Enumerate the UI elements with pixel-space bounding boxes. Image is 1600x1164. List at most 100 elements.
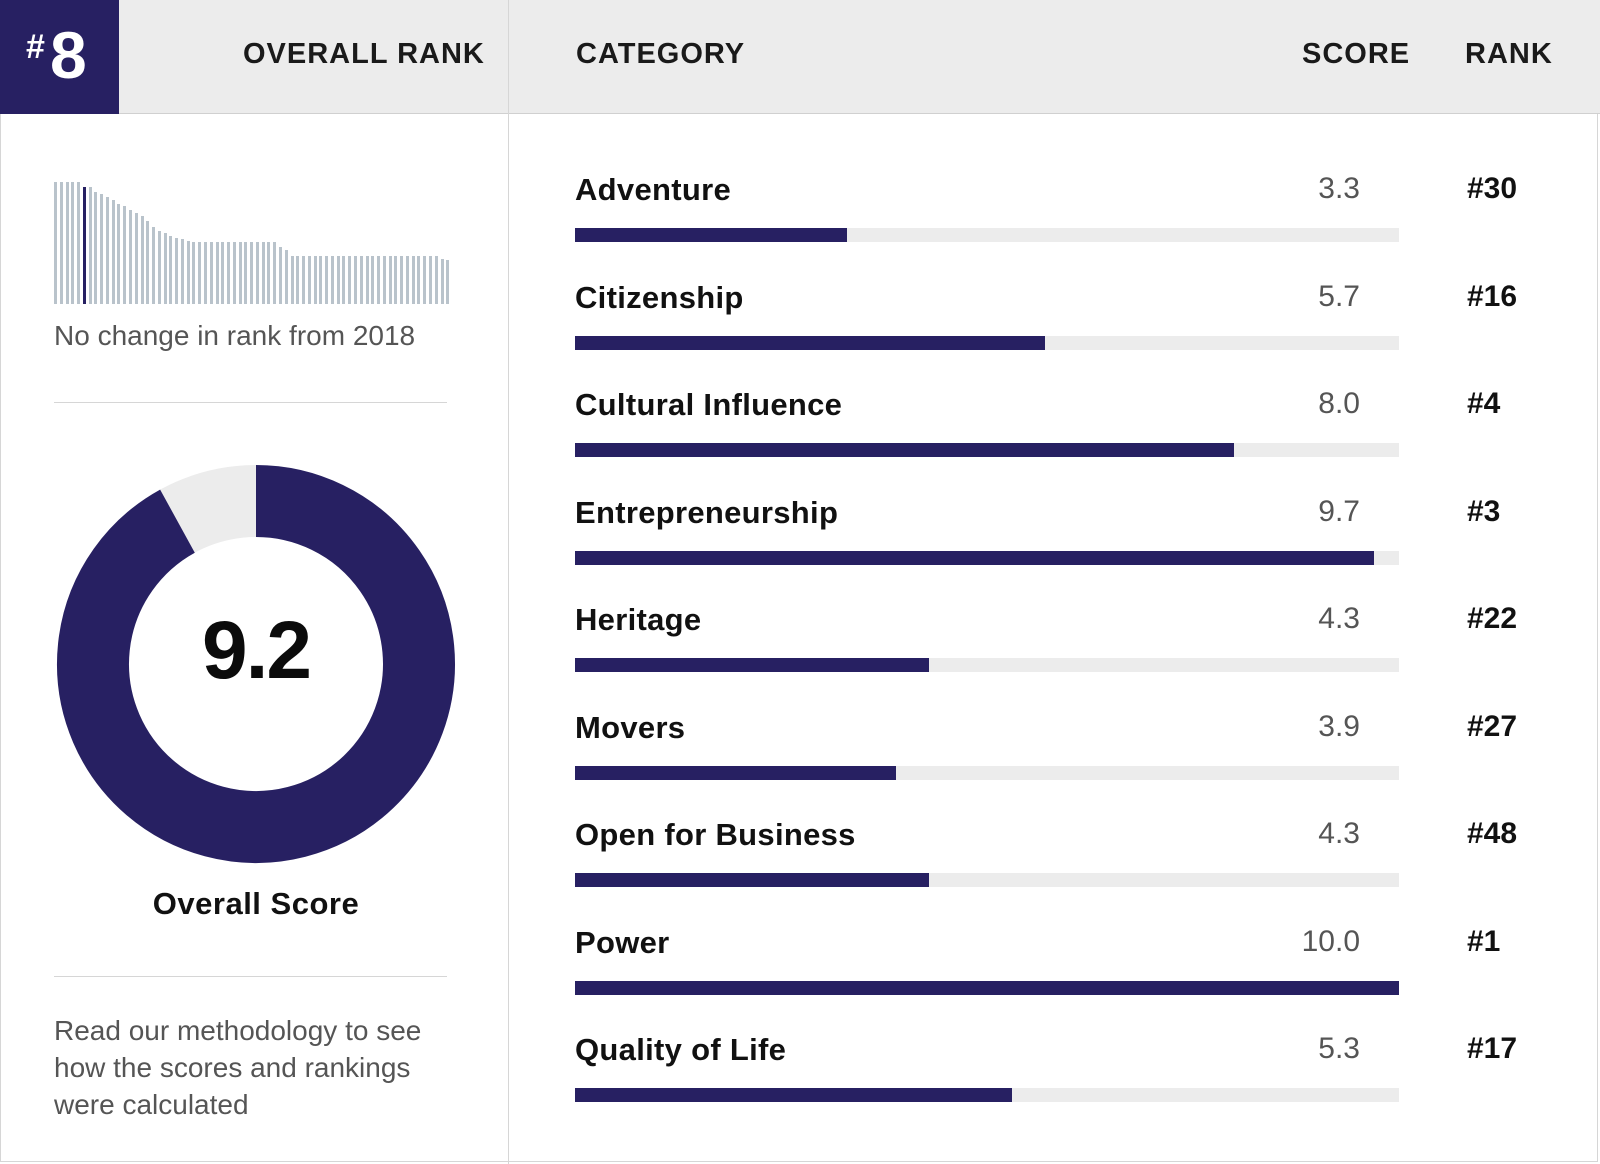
- category-score: 8.0: [1318, 387, 1360, 420]
- history-bar: [440, 258, 444, 304]
- history-bar: [175, 238, 179, 304]
- score-bar: [575, 443, 1235, 457]
- history-bar: [388, 256, 392, 304]
- history-bar: [111, 200, 115, 304]
- category-name: Entrepreneurship: [575, 494, 839, 530]
- history-bar: [59, 182, 63, 304]
- category-name: Quality of Life: [575, 1032, 787, 1067]
- overall-rank-number: 8: [50, 18, 87, 92]
- history-bar: [221, 241, 225, 304]
- hash-symbol: #: [26, 28, 45, 66]
- category-rank: #27: [1467, 709, 1518, 743]
- history-bar: [152, 227, 156, 304]
- history-bar: [123, 206, 127, 304]
- category-row: Adventure 3.3 #30: [575, 160, 1535, 268]
- history-bar: [192, 241, 196, 304]
- history-bar: [232, 241, 236, 304]
- category-name: Cultural Influence: [575, 387, 843, 422]
- score-bar-track: [575, 335, 1399, 350]
- history-bar: [140, 216, 144, 304]
- score-bar-track: [575, 658, 1399, 672]
- history-bar: [348, 256, 352, 304]
- history-bar: [204, 241, 207, 304]
- score-bar: [575, 228, 847, 242]
- donut-fill: [57, 465, 455, 863]
- history-bar: [302, 256, 305, 304]
- category-name: Heritage: [575, 602, 702, 637]
- history-bar: [129, 210, 132, 304]
- history-bar: [284, 250, 288, 304]
- score-bar-track: [575, 765, 1399, 780]
- score-bar-track: [575, 443, 1399, 457]
- history-bar: [290, 256, 294, 304]
- history-bar: [71, 182, 75, 304]
- category-rank: #1: [1467, 924, 1501, 958]
- history-bar: [325, 256, 329, 304]
- category-rank: #4: [1467, 387, 1501, 420]
- category-name: Adventure: [575, 172, 732, 207]
- history-bar: [400, 256, 404, 304]
- history-bar: [434, 256, 438, 304]
- history-bar: [371, 256, 375, 304]
- history-bar: [105, 196, 109, 304]
- history-bar: [65, 182, 69, 304]
- category-rank: #3: [1467, 494, 1501, 528]
- history-bar: [261, 241, 265, 304]
- history-bar: [186, 240, 190, 304]
- category-name: Citizenship: [575, 279, 744, 315]
- category-score: 9.7: [1318, 494, 1360, 528]
- history-bar: [169, 235, 173, 304]
- category-row: Entrepreneurship 9.7 #3: [575, 483, 1535, 591]
- overall-score-value: 9.2: [202, 605, 312, 696]
- history-bar: [394, 256, 398, 304]
- category-row: Quality of Life 5.3 #17: [575, 1020, 1535, 1128]
- history-bar-current: [82, 186, 86, 304]
- score-heading: SCORE: [1302, 38, 1411, 70]
- history-bar: [296, 256, 300, 304]
- history-bar: [100, 194, 104, 304]
- overall-score-donut: [57, 465, 455, 863]
- history-bar: [423, 256, 427, 304]
- category-name: Movers: [575, 709, 686, 745]
- history-bar: [215, 241, 219, 304]
- divider: [54, 976, 447, 977]
- score-bar-track: [575, 980, 1399, 995]
- history-bar: [330, 256, 334, 304]
- category-rank: #16: [1467, 279, 1518, 313]
- score-bar-track: [575, 1088, 1399, 1102]
- overall-rank-heading: OVERALL RANK: [243, 38, 485, 70]
- column-divider: [508, 0, 509, 1164]
- score-bar: [575, 1088, 1012, 1102]
- score-bar-track: [575, 228, 1399, 242]
- history-bar: [117, 204, 121, 304]
- score-bar: [575, 980, 1399, 995]
- history-bar: [279, 246, 282, 304]
- category-name: Power: [575, 924, 670, 960]
- overall-score-label: Overall Score: [152, 886, 360, 921]
- history-bar: [244, 241, 248, 304]
- category-score: 3.9: [1318, 709, 1360, 743]
- history-bar: [273, 241, 277, 304]
- score-bar: [575, 550, 1375, 565]
- category-score: 4.3: [1318, 817, 1360, 850]
- history-bar: [411, 256, 415, 304]
- history-bar: [405, 256, 409, 304]
- category-score: 3.3: [1318, 172, 1360, 205]
- history-bar: [238, 241, 242, 304]
- category-rank: #17: [1467, 1032, 1518, 1065]
- history-bar: [307, 256, 311, 304]
- category-name: Open for Business: [575, 817, 856, 852]
- methodology-link[interactable]: Read our methodology to see how the scor…: [54, 1015, 422, 1120]
- category-score: 4.3: [1318, 602, 1360, 635]
- rank-heading: RANK: [1465, 38, 1553, 70]
- history-bar: [365, 256, 369, 304]
- history-bar: [77, 182, 81, 304]
- score-bar-track: [575, 873, 1399, 887]
- history-bar: [134, 212, 138, 304]
- history-bar: [146, 221, 150, 304]
- history-bar: [336, 256, 340, 304]
- score-bar-track: [575, 550, 1399, 565]
- category-row: Heritage 4.3 #22: [575, 590, 1535, 698]
- history-bar: [94, 191, 98, 304]
- score-bar: [575, 765, 897, 780]
